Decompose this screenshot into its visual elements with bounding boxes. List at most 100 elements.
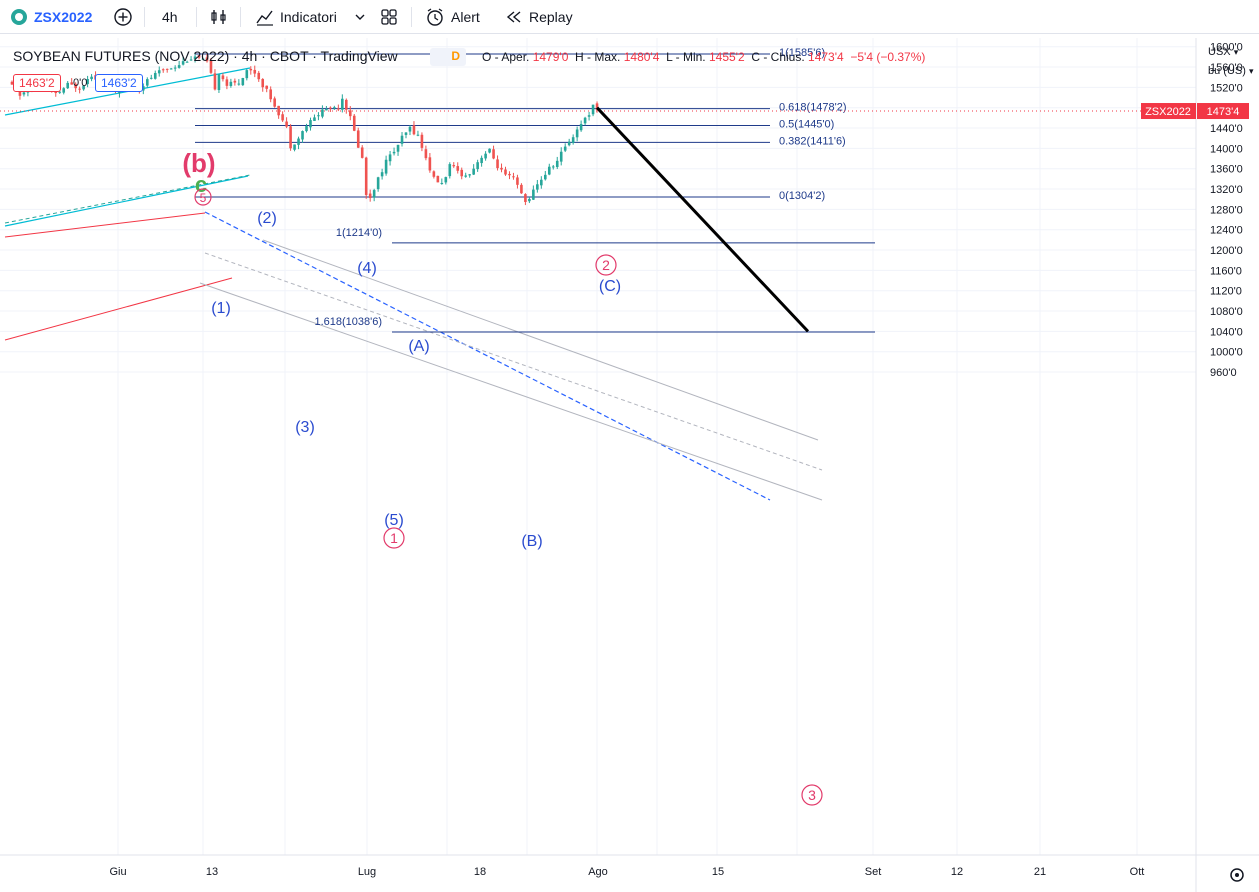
- fib-level-label: 0.618(1478'2): [779, 102, 847, 114]
- candle-body: [412, 125, 416, 135]
- price-tick-label: 1240'0: [1210, 225, 1243, 237]
- candle-body: [146, 79, 149, 86]
- indicators-button[interactable]: Indicatori: [255, 0, 337, 34]
- candle-body: [380, 172, 384, 177]
- replay-button[interactable]: Replay: [505, 0, 573, 34]
- candle-body: [185, 61, 189, 63]
- candle-body: [313, 117, 316, 121]
- candle-body: [337, 108, 340, 110]
- candle-body: [352, 115, 356, 131]
- time-tick-label: 18: [474, 866, 486, 878]
- candle-body: [444, 177, 448, 183]
- candle-body: [22, 92, 26, 95]
- candles-icon: [211, 10, 226, 24]
- candle-body: [281, 114, 284, 121]
- wave-circle-2: [595, 254, 617, 276]
- candle-body: [404, 132, 408, 135]
- candle-body: [153, 72, 157, 79]
- projection-line[interactable]: [595, 106, 810, 333]
- channel-line-lower[interactable]: [199, 282, 823, 501]
- candle-body: [265, 85, 268, 89]
- ohlc-values: O - Aper. 1479'0 H - Max. 1480'4 L - Min…: [482, 50, 926, 64]
- alert-label: Alert: [451, 9, 480, 25]
- price-tick-label: 1280'0: [1210, 204, 1243, 216]
- last-price-tag: [1197, 103, 1249, 120]
- candle-body: [420, 134, 424, 148]
- time-tick-label: 12: [951, 866, 963, 878]
- candle-body: [504, 169, 507, 175]
- candle-body: [424, 149, 428, 159]
- alarm-clock-icon: [427, 8, 443, 26]
- top-toolbar: ZSX2022 4h Indicatori Alert Replay: [0, 0, 1259, 34]
- candle-body: [528, 198, 531, 202]
- candle-body: [484, 153, 487, 159]
- price-chart[interactable]: 1680'01640'01600'01560'01520'01480'01440…: [0, 38, 1259, 892]
- candle-body: [66, 82, 69, 89]
- data-delay-badge[interactable]: D: [430, 48, 466, 66]
- logo-icon: [11, 9, 27, 25]
- candle-body: [201, 58, 205, 60]
- candle-body: [245, 70, 249, 79]
- candle-body: [476, 162, 479, 170]
- trendline-red-top[interactable]: [4, 212, 206, 238]
- sell-price-button[interactable]: 1463'2: [13, 74, 61, 92]
- currency-selector[interactable]: USX ▾: [1208, 46, 1239, 58]
- candle-body: [472, 168, 475, 175]
- wave-circle-5: [194, 188, 212, 206]
- alert-button[interactable]: Alert: [425, 0, 480, 34]
- wave-circle-1-label: 1: [390, 530, 398, 546]
- channel-line-middle[interactable]: [204, 252, 823, 471]
- trendline-blue-dashed[interactable]: [204, 211, 771, 501]
- candle-body: [392, 151, 396, 154]
- candle-body: [595, 103, 599, 110]
- candle-body: [193, 56, 197, 60]
- candle-body: [293, 144, 296, 150]
- buy-price-button[interactable]: 1463'2: [95, 74, 143, 92]
- candle-body: [169, 68, 173, 70]
- candle-body: [400, 135, 404, 144]
- time-tick-label: Ago: [588, 866, 608, 878]
- time-tick-label: 13: [206, 866, 218, 878]
- candle-body: [575, 129, 579, 138]
- gear-ring: [1230, 868, 1244, 882]
- price-tick-label: 1440'0: [1210, 123, 1243, 135]
- candle-body: [440, 182, 444, 184]
- layouts-button[interactable]: [380, 0, 398, 34]
- candle-body: [512, 176, 515, 178]
- candle-body: [209, 60, 213, 73]
- candle-body: [376, 177, 380, 190]
- time-tick-label: 21: [1034, 866, 1046, 878]
- candle-body: [58, 91, 62, 93]
- candle-body: [165, 68, 169, 70]
- candle-body: [544, 174, 547, 180]
- candle-body: [456, 166, 460, 171]
- wave-label-b: (b): [182, 148, 215, 178]
- candle-body: [360, 147, 364, 158]
- candle-body: [547, 166, 551, 175]
- candle-body: [408, 126, 412, 132]
- price-tick-label: 1360'0: [1210, 164, 1243, 176]
- channel-line-upper[interactable]: [262, 239, 819, 441]
- plus-circle-icon: [114, 8, 132, 26]
- chart-type-button[interactable]: [209, 0, 229, 34]
- time-tick-label: Ott: [1130, 866, 1145, 878]
- candle-body: [225, 79, 229, 86]
- symbol-search[interactable]: ZSX2022: [10, 0, 92, 34]
- trendline-cyan-lower[interactable]: [4, 175, 249, 227]
- unit-selector[interactable]: bu (US) ▾: [1208, 65, 1254, 77]
- candle-body: [269, 89, 272, 100]
- settings-gear-icon[interactable]: [1230, 868, 1244, 882]
- trendline-red-lower[interactable]: [4, 277, 233, 341]
- price-tick-label: 1600'0: [1210, 42, 1243, 54]
- chart-area[interactable]: 1680'01640'01600'01560'01520'01480'01440…: [0, 38, 1259, 892]
- wave-circle-3-label: 3: [808, 787, 816, 803]
- compare-button[interactable]: [113, 0, 133, 34]
- candle-body: [448, 164, 452, 177]
- wave-label-4: (4): [357, 260, 377, 277]
- candle-body: [460, 169, 464, 177]
- candle-body: [90, 76, 93, 80]
- candle-body: [173, 67, 177, 69]
- interval-button[interactable]: 4h: [162, 9, 178, 25]
- price-tick-label: 1520'0: [1210, 82, 1243, 94]
- indicators-dropdown[interactable]: [354, 0, 366, 34]
